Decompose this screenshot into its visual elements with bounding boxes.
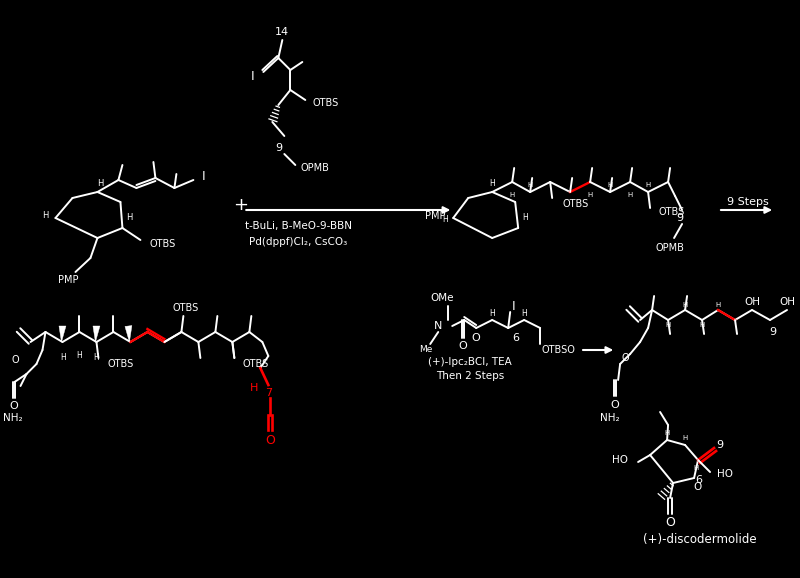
Text: N: N (434, 321, 442, 331)
Text: O: O (459, 341, 467, 351)
Text: Me: Me (419, 346, 433, 354)
Text: 14: 14 (275, 27, 290, 37)
Text: H: H (682, 302, 688, 308)
Text: H: H (250, 383, 258, 393)
Text: H: H (42, 210, 49, 220)
Polygon shape (59, 326, 66, 342)
Text: 6: 6 (695, 475, 702, 485)
Text: (+)-Ipc₂BCl, TEA: (+)-Ipc₂BCl, TEA (428, 357, 512, 367)
Text: H: H (666, 322, 670, 328)
Text: OMe: OMe (430, 293, 454, 303)
Text: I: I (250, 69, 254, 83)
Text: Pd(dppf)Cl₂, CsCO₃: Pd(dppf)Cl₂, CsCO₃ (249, 237, 347, 247)
Text: O: O (610, 400, 619, 410)
Text: +: + (233, 196, 248, 214)
Text: 9: 9 (717, 440, 724, 450)
Text: OTBS: OTBS (312, 98, 338, 108)
Text: O: O (266, 434, 275, 446)
Polygon shape (125, 325, 132, 342)
Text: NH₂: NH₂ (600, 413, 620, 423)
Text: H: H (522, 309, 527, 317)
Text: Then 2 Steps: Then 2 Steps (436, 371, 504, 381)
Text: PMP: PMP (58, 275, 78, 285)
Text: O: O (693, 482, 701, 492)
Text: HO: HO (612, 455, 628, 465)
Text: H: H (442, 216, 448, 224)
Text: OTBS: OTBS (107, 359, 134, 369)
Text: OTBS: OTBS (659, 207, 686, 217)
Text: OPMB: OPMB (301, 163, 330, 173)
Text: H: H (587, 192, 593, 198)
Text: H: H (665, 430, 670, 436)
Text: O: O (622, 353, 629, 363)
Text: H: H (646, 182, 650, 188)
Text: OPMB: OPMB (656, 243, 685, 253)
Text: OTBS: OTBS (150, 239, 175, 249)
Text: OTBS: OTBS (242, 359, 269, 369)
Text: H: H (715, 302, 721, 308)
Text: H: H (522, 213, 528, 223)
Text: H: H (61, 354, 66, 362)
Text: I: I (202, 171, 205, 183)
Text: H: H (694, 465, 698, 471)
Text: H: H (490, 180, 495, 188)
Text: PMP: PMP (425, 211, 446, 221)
Text: 6: 6 (513, 333, 520, 343)
Text: OH: OH (779, 297, 795, 307)
Text: (+)-discodermolide: (+)-discodermolide (643, 533, 757, 547)
Text: 9: 9 (677, 213, 684, 223)
Text: H: H (126, 213, 133, 223)
Text: OTBS: OTBS (562, 199, 588, 209)
Text: H: H (98, 180, 104, 188)
Text: H: H (699, 322, 705, 328)
Text: OTBSO: OTBSO (542, 345, 575, 355)
Text: H: H (510, 192, 515, 198)
Text: H: H (94, 354, 99, 362)
Text: 9: 9 (274, 143, 282, 153)
Text: 9: 9 (770, 327, 777, 337)
Text: I: I (511, 301, 515, 313)
Text: H: H (490, 309, 495, 317)
Text: O: O (472, 333, 481, 343)
Text: H: H (77, 350, 82, 360)
Text: O: O (12, 355, 19, 365)
Text: NH₂: NH₂ (2, 413, 22, 423)
Text: t-BuLi, B-MeO-9-BBN: t-BuLi, B-MeO-9-BBN (245, 221, 352, 231)
Text: H: H (682, 435, 688, 441)
Text: O: O (665, 516, 675, 528)
Text: O: O (9, 401, 18, 411)
Polygon shape (93, 326, 100, 342)
Text: OH: OH (744, 297, 760, 307)
Text: HO: HO (717, 469, 733, 479)
Text: H: H (627, 192, 633, 198)
Text: OTBS: OTBS (172, 303, 198, 313)
Text: H: H (607, 182, 613, 188)
Text: H: H (527, 182, 533, 188)
Text: 7: 7 (265, 388, 272, 398)
Text: 9 Steps: 9 Steps (727, 197, 769, 207)
